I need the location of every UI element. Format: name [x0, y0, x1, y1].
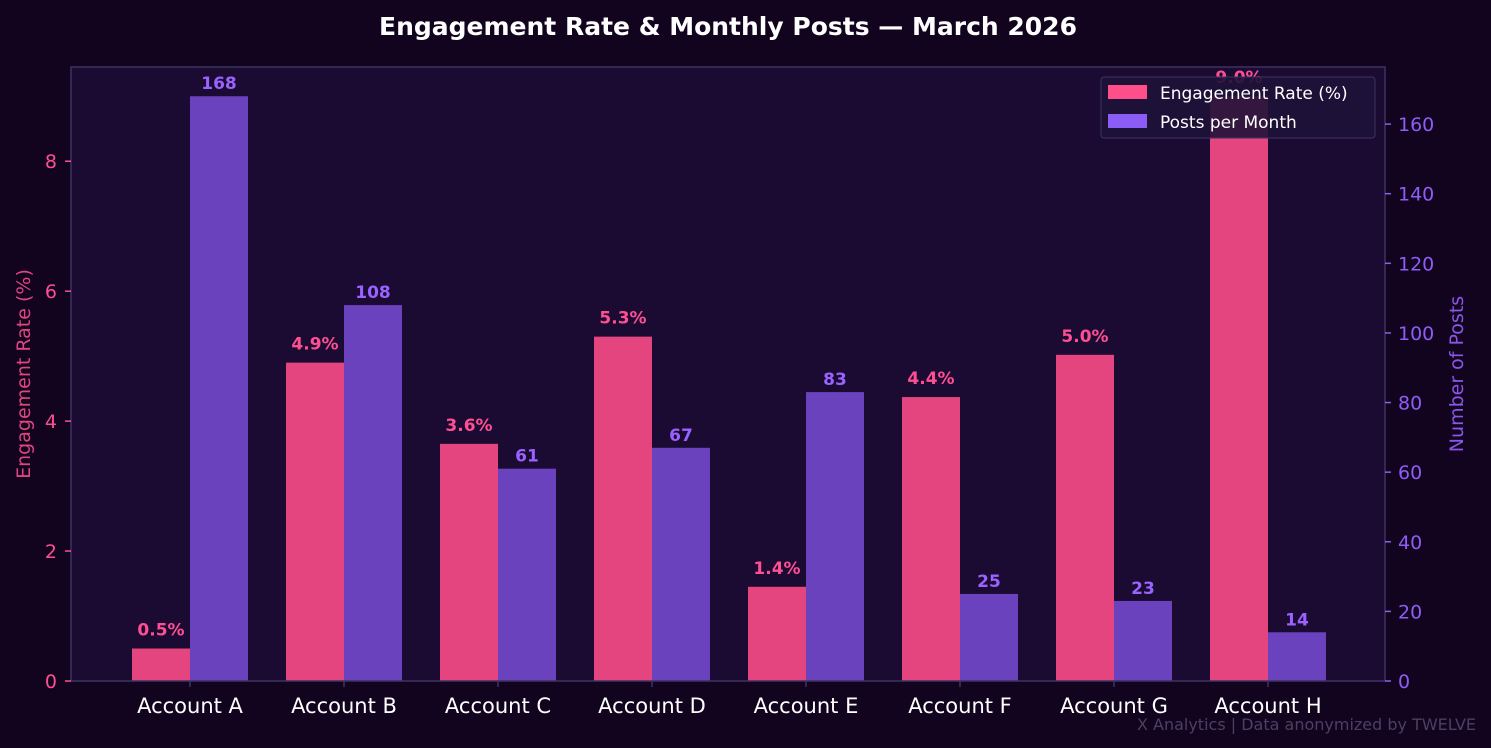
bar-engagement	[286, 362, 344, 681]
y-tick-label-right: 0	[1398, 671, 1410, 693]
bar-engagement	[440, 443, 498, 681]
bar-engagement	[748, 586, 806, 681]
y-tick-label-left: 6	[45, 281, 57, 303]
legend-label-engagement: Engagement Rate (%)	[1160, 84, 1348, 104]
bar-posts	[498, 468, 556, 681]
x-tick-label: Account A	[137, 694, 243, 718]
y-tick-label-right: 140	[1398, 184, 1434, 206]
legend-swatch-posts	[1108, 114, 1147, 128]
bar-engagement	[1056, 354, 1114, 681]
x-tick-label: Account D	[598, 694, 706, 718]
x-tick-label: Account G	[1060, 694, 1168, 718]
bar-posts	[1114, 600, 1172, 681]
data-label-posts: 67	[669, 426, 693, 446]
data-label-engagement: 4.4%	[907, 369, 954, 389]
data-label-posts: 83	[823, 370, 847, 390]
y-tick-label-right: 100	[1398, 323, 1434, 345]
data-label-engagement: 5.0%	[1061, 327, 1108, 347]
x-tick-label: Account C	[445, 694, 551, 718]
bar-posts	[960, 593, 1018, 681]
bar-posts	[190, 96, 248, 681]
bar-posts	[652, 447, 710, 681]
x-axis: Account A Account B Account C Account D Acco…	[137, 681, 1322, 718]
right-axis: 0 20 40 60 80 100 120 140 160	[1385, 114, 1434, 693]
x-tick-label: Account F	[908, 694, 1012, 718]
data-label-posts: 14	[1285, 610, 1309, 630]
y-axis-label-right: Number of Posts	[1446, 296, 1468, 452]
y-tick-label-right: 60	[1398, 462, 1422, 484]
data-label-posts: 108	[355, 283, 391, 303]
left-axis: 0 2 4 6 8	[45, 151, 71, 693]
y-tick-label-left: 8	[45, 151, 57, 173]
bar-engagement	[902, 397, 960, 681]
data-label-engagement: 0.5%	[137, 621, 184, 641]
plot-area	[71, 67, 1385, 681]
y-tick-label-right: 80	[1398, 393, 1422, 415]
chart-title: Engagement Rate & Monthly Posts — March …	[379, 12, 1077, 41]
y-axis-label-left: Engagement Rate (%)	[13, 269, 35, 479]
plot-frame	[70, 66, 1386, 682]
bar-engagement	[1210, 96, 1268, 681]
y-tick-label-left: 4	[45, 411, 57, 433]
y-tick-label-left: 2	[45, 541, 57, 563]
y-tick-label-right: 120	[1398, 253, 1434, 275]
x-tick-label: Account E	[754, 694, 859, 718]
bar-engagement	[132, 648, 190, 681]
data-label-engagement: 5.3%	[599, 309, 646, 329]
legend-box	[1100, 76, 1376, 139]
bar-posts	[344, 305, 402, 681]
legend: Engagement Rate (%) Posts per Month	[1100, 76, 1376, 139]
data-label-posts: 23	[1131, 579, 1155, 599]
bar-posts	[806, 392, 864, 681]
x-tick-label: Account H	[1214, 694, 1321, 718]
y-tick-label-right: 160	[1398, 114, 1434, 136]
bar-engagement	[594, 336, 652, 681]
y-tick-label-right: 20	[1398, 601, 1422, 623]
data-label-engagement: 4.9%	[291, 335, 338, 355]
data-label-engagement: 1.4%	[753, 559, 800, 579]
legend-swatch-engagement	[1108, 85, 1147, 99]
legend-label-posts: Posts per Month	[1160, 113, 1297, 133]
data-label-posts: 61	[515, 447, 539, 467]
data-label-posts: 25	[977, 572, 1001, 592]
y-tick-label-right: 40	[1398, 532, 1422, 554]
x-tick-label: Account B	[291, 694, 397, 718]
bars-layer: 0.5% 168 4.9% 108 3.6% 61 5.3% 67 1.4% 83 4.4% 25 5.…	[132, 68, 1326, 681]
data-label-posts: 168	[201, 74, 237, 94]
footnote: X Analytics | Data anonymized by TWELVE	[1137, 715, 1476, 734]
data-label-engagement: 3.6%	[445, 416, 492, 436]
y-tick-label-left: 0	[45, 671, 57, 693]
bar-posts	[1268, 632, 1326, 681]
